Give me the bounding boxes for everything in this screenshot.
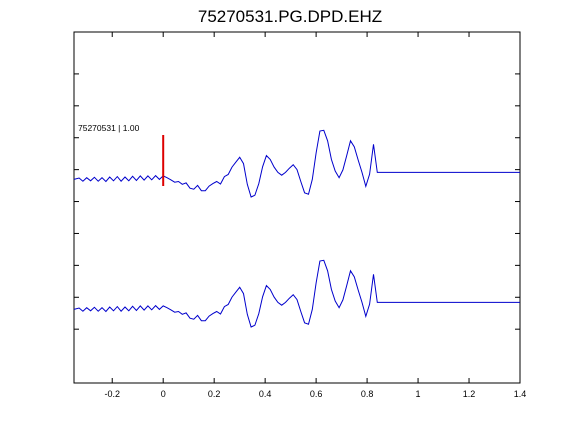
x-tick-label: 0.4 [259,389,272,399]
x-tick-label: 0.8 [361,389,374,399]
x-axis: -0.2 0 0.2 0.4 0.6 0.8 1 1.2 1.4 [104,32,526,399]
x-tick-label: -0.2 [104,389,120,399]
chart-title: 75270531.PG.DPD.EHZ [198,7,382,26]
x-tick-label: 0.6 [310,389,323,399]
trace-line-upper [73,129,520,198]
x-tick-label: 0.2 [208,389,221,399]
left-tick-marks [74,73,79,330]
x-tick-label: 0 [161,389,166,399]
right-tick-marks [515,73,520,330]
trace-annotation: 75270531 | 1.00 [78,123,140,133]
waveform-traces [73,129,520,328]
x-tick-label: 1.2 [463,389,476,399]
trace-line-lower [73,259,520,328]
x-tick-label: 1 [416,389,421,399]
x-tick-label: 1.4 [514,389,527,399]
plot-area [73,31,521,384]
